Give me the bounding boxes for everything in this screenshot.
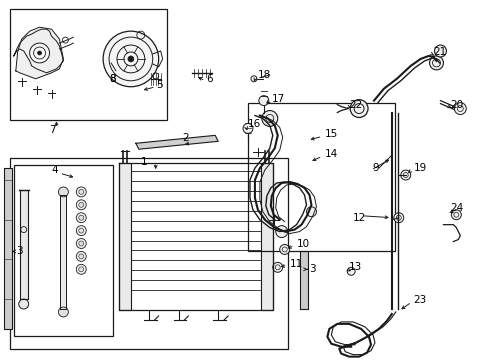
Circle shape <box>393 213 403 223</box>
Text: 8: 8 <box>109 74 116 84</box>
Text: 20: 20 <box>449 100 463 109</box>
Circle shape <box>428 56 443 70</box>
Circle shape <box>76 239 86 248</box>
Circle shape <box>30 43 49 63</box>
Text: 4: 4 <box>51 165 58 175</box>
Polygon shape <box>260 163 272 310</box>
Circle shape <box>243 123 252 133</box>
Circle shape <box>349 100 367 117</box>
Circle shape <box>76 264 86 274</box>
Bar <box>10 158 287 349</box>
Circle shape <box>275 226 287 238</box>
Polygon shape <box>16 27 63 79</box>
Polygon shape <box>136 135 218 149</box>
Text: 2: 2 <box>182 133 189 143</box>
Text: 19: 19 <box>413 163 426 173</box>
Text: 5: 5 <box>156 80 163 90</box>
Text: 8: 8 <box>109 74 116 84</box>
Polygon shape <box>299 251 307 309</box>
Polygon shape <box>119 163 131 310</box>
Circle shape <box>79 228 83 233</box>
Text: 22: 22 <box>348 100 362 109</box>
Text: 23: 23 <box>413 295 426 305</box>
Polygon shape <box>4 168 12 329</box>
Text: 16: 16 <box>247 120 261 130</box>
Polygon shape <box>20 190 28 299</box>
Circle shape <box>79 189 83 194</box>
Circle shape <box>453 103 466 114</box>
Text: 13: 13 <box>348 262 362 272</box>
Circle shape <box>258 96 268 105</box>
Circle shape <box>279 244 289 255</box>
Circle shape <box>306 207 316 217</box>
Text: 21: 21 <box>433 47 446 57</box>
Text: 17: 17 <box>271 94 285 104</box>
Text: 9: 9 <box>371 163 378 173</box>
Circle shape <box>262 111 277 126</box>
Circle shape <box>79 202 83 207</box>
Text: 15: 15 <box>324 129 337 139</box>
Circle shape <box>79 254 83 259</box>
Circle shape <box>59 187 68 197</box>
Circle shape <box>103 31 158 87</box>
Text: 12: 12 <box>352 213 366 223</box>
Circle shape <box>79 267 83 272</box>
Text: 3: 3 <box>309 264 315 274</box>
Text: 14: 14 <box>324 149 337 159</box>
Bar <box>247 103 394 251</box>
Circle shape <box>400 170 410 180</box>
Circle shape <box>59 307 68 317</box>
Circle shape <box>434 45 446 57</box>
Polygon shape <box>61 195 66 309</box>
Bar <box>10 9 166 121</box>
Text: 18: 18 <box>257 70 270 80</box>
Circle shape <box>76 251 86 261</box>
Circle shape <box>128 56 134 62</box>
Circle shape <box>272 262 282 272</box>
Circle shape <box>38 51 41 55</box>
Circle shape <box>76 226 86 235</box>
Text: 10: 10 <box>296 239 309 249</box>
Text: 24: 24 <box>449 203 463 213</box>
Text: 6: 6 <box>206 74 212 84</box>
Circle shape <box>76 213 86 223</box>
Text: 3: 3 <box>16 247 22 256</box>
Circle shape <box>76 200 86 210</box>
Circle shape <box>76 187 86 197</box>
Text: 1: 1 <box>141 157 147 167</box>
Circle shape <box>79 241 83 246</box>
Circle shape <box>79 215 83 220</box>
Text: 7: 7 <box>49 125 56 135</box>
Circle shape <box>450 210 460 220</box>
Text: 11: 11 <box>289 259 302 269</box>
Circle shape <box>346 267 354 275</box>
Circle shape <box>19 299 29 309</box>
Bar <box>14 165 113 336</box>
